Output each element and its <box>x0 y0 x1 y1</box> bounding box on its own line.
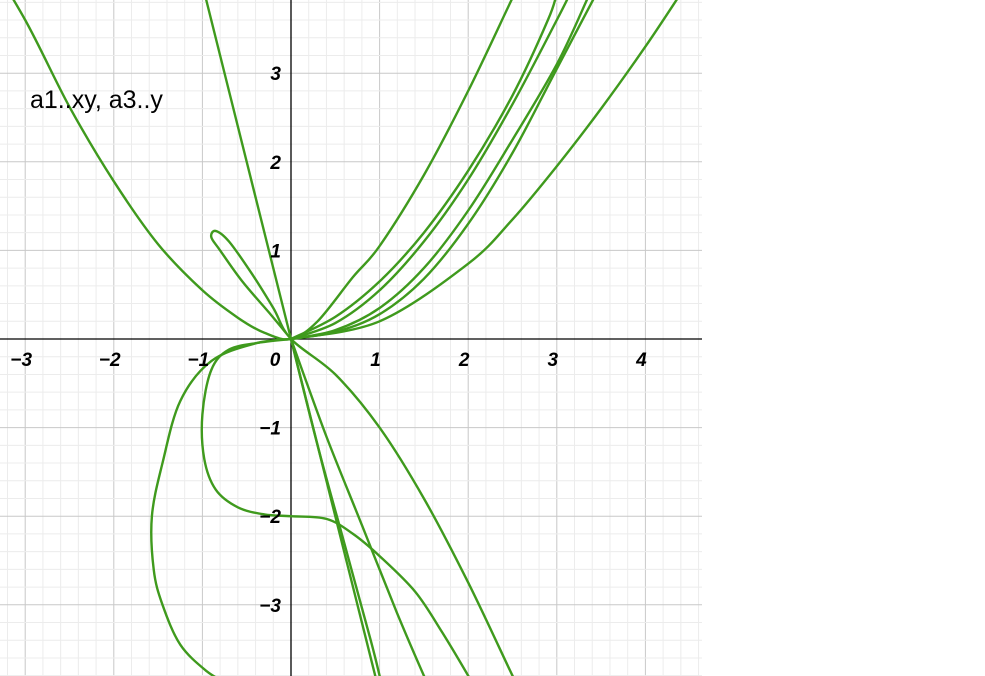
curves <box>12 0 678 676</box>
curve-series-6 <box>289 337 381 676</box>
tick-labels: −3 −2 −1 0 1 2 3 4 3 2 1 −1 −2 −3 <box>10 64 647 617</box>
x-tick-label: 1 <box>370 350 381 371</box>
grid <box>0 0 702 676</box>
curve-series-8 <box>289 0 569 341</box>
x-tick-label: 3 <box>548 350 559 371</box>
y-tick-label: 2 <box>269 153 281 174</box>
x-tick-label: −3 <box>10 350 32 371</box>
chart-annotation: a1..xy, a3..y <box>30 86 163 114</box>
curve-series-9 <box>289 0 589 341</box>
y-tick-label: −3 <box>259 596 281 617</box>
y-tick-label: 1 <box>270 241 281 262</box>
curve-group <box>12 0 678 676</box>
x-tick-label: 4 <box>635 350 647 371</box>
curve-series-12 <box>289 0 557 341</box>
y-tick-label: 3 <box>270 64 281 85</box>
curve-series-5 <box>150 337 293 676</box>
curve-series-1 <box>12 0 513 341</box>
curve-series-7 <box>289 337 426 676</box>
curve-series-10 <box>289 0 595 341</box>
curve-series-11 <box>289 0 678 341</box>
x-tick-label: −2 <box>99 350 121 371</box>
y-tick-label: −1 <box>259 419 281 440</box>
y-tick-label: −2 <box>259 507 281 528</box>
x-tick-label: −1 <box>188 350 210 371</box>
curve-series-4 <box>200 337 470 676</box>
x-tick-label: 0 <box>270 350 281 371</box>
curve-series-3 <box>209 229 514 676</box>
x-tick-label: 2 <box>458 350 470 371</box>
